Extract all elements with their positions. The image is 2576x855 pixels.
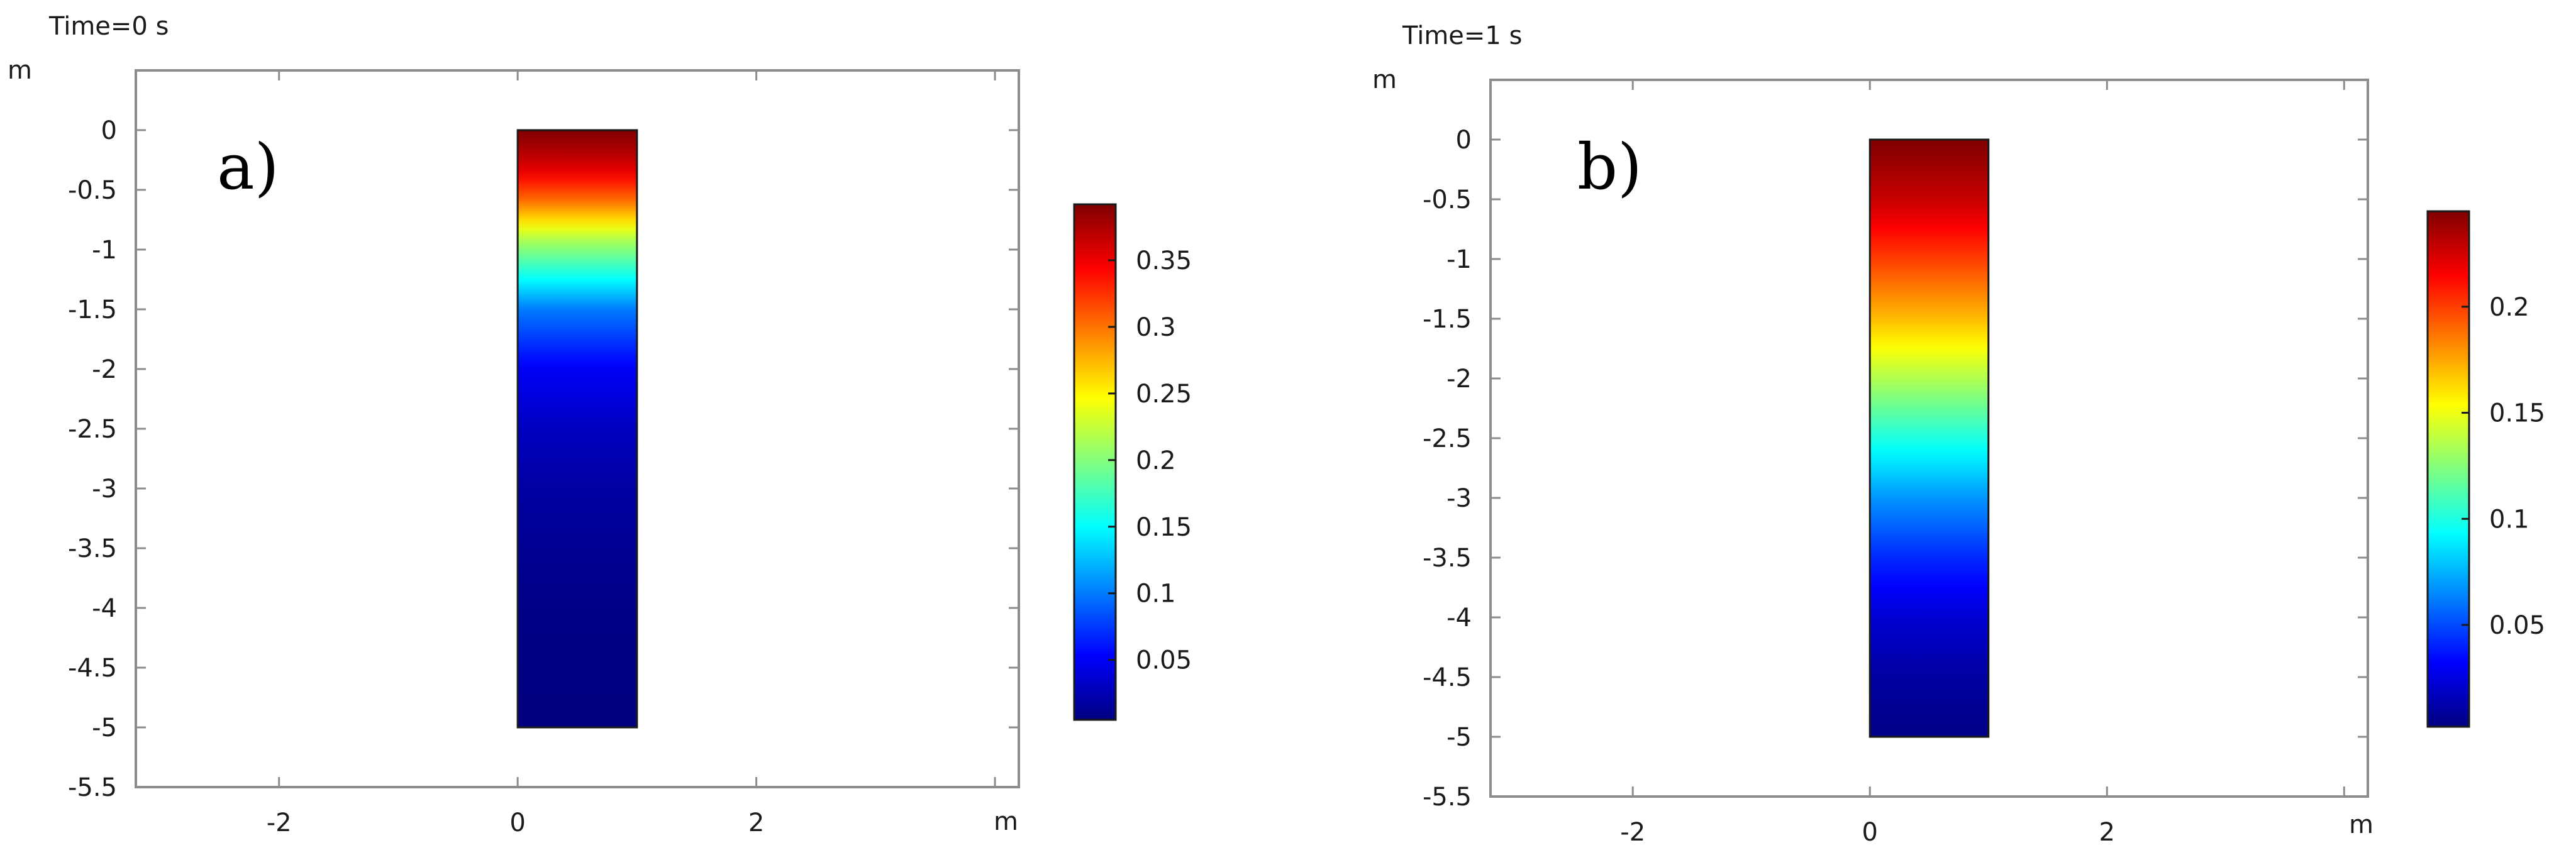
panel-b: Time=1 s m m 0 -0.5 -1 -1.5 -2 -2.5 -3 -3.5 -4 -4…	[1372, 21, 2545, 847]
panel-a: Time=0 s m m 0 -0.5 -1 -1.5 -2 -2.5 -3 -3.5 -4 -4…	[8, 12, 1192, 837]
x-tick-label: -2	[267, 808, 292, 837]
y-tick-label: -1.5	[1423, 305, 1472, 334]
y-tick-label: 0	[101, 116, 117, 145]
y-tick-label: -0.5	[1423, 185, 1472, 214]
panel-a-y-axis: 0 -0.5 -1 -1.5 -2 -2.5 -3 -3.5 -4 -4.5 -5 -5.5	[68, 116, 1019, 802]
panel-b-y-unit: m	[1372, 65, 1397, 94]
x-tick-label: -2	[1620, 818, 1645, 847]
colorbar-tick-label: 0.1	[1136, 580, 1176, 609]
y-tick-label: -5	[1446, 723, 1472, 752]
y-tick-label: 0	[1456, 126, 1472, 155]
y-tick-label: -2	[92, 355, 117, 384]
y-tick-label: -2.5	[68, 415, 117, 444]
y-tick-label: -5	[92, 714, 117, 742]
panel-b-x-unit: m	[2349, 810, 2373, 839]
y-tick-label: -1.5	[68, 295, 117, 324]
panel-b-label: b)	[1577, 130, 1642, 204]
panel-a-domain	[516, 129, 638, 729]
panel-a-y-unit: m	[8, 56, 32, 85]
colorbar-tick-label: 0.3	[1136, 313, 1176, 342]
panel-b-domain	[1868, 138, 1990, 738]
colorbar-tick-label: 0.35	[1136, 246, 1192, 275]
panel-a-x-unit: m	[994, 807, 1018, 836]
y-tick-label: -3.5	[68, 534, 117, 563]
y-tick-label: -0.5	[68, 176, 117, 205]
colorbar-tick-label: 0.05	[1136, 646, 1192, 675]
panel-a-title: Time=0 s	[48, 12, 169, 41]
colorbar-tick-label: 0.15	[1136, 513, 1192, 542]
x-tick-label: 2	[748, 808, 764, 837]
x-tick-label: 2	[2099, 818, 2115, 847]
panel-a-colorbar-ticks: 0.35 0.3 0.25 0.2 0.15 0.1 0.05	[1108, 246, 1192, 675]
colorbar-tick-label: 0.25	[1136, 380, 1192, 409]
colorbar-tick-label: 0.15	[2489, 399, 2545, 428]
panel-b-title: Time=1 s	[1402, 21, 1522, 50]
x-tick-label: 0	[1862, 818, 1878, 847]
colorbar-tick-label: 0.2	[1136, 446, 1176, 475]
x-tick-label: 0	[509, 808, 525, 837]
y-tick-label: -1	[1446, 245, 1472, 274]
y-tick-label: -4	[1446, 604, 1472, 632]
panel-b-x-axis: -2 0 2	[1620, 80, 2345, 847]
y-tick-label: -4.5	[1423, 663, 1472, 692]
y-tick-label: -5.5	[1423, 783, 1472, 812]
panel-a-colorbar	[1073, 203, 1117, 721]
y-tick-label: -5.5	[68, 773, 117, 802]
panel-a-x-axis: -2 0 2	[267, 70, 996, 837]
y-tick-label: -4.5	[68, 654, 117, 683]
colorbar-tick-label: 0.05	[2489, 611, 2545, 640]
panel-b-y-axis: 0 -0.5 -1 -1.5 -2 -2.5 -3 -3.5 -4 -4.5 -5 -5.5	[1423, 126, 2368, 812]
panel-b-colorbar-ticks: 0.2 0.15 0.1 0.05	[2462, 293, 2545, 640]
panel-a-label: a)	[217, 130, 279, 204]
panel-b-colorbar	[2426, 210, 2470, 728]
colorbar-tick-label: 0.2	[2489, 293, 2529, 322]
y-tick-label: -2	[1446, 365, 1472, 394]
y-tick-label: -2.5	[1423, 424, 1472, 453]
y-tick-label: -3.5	[1423, 544, 1472, 573]
y-tick-label: -1	[92, 236, 117, 265]
y-tick-label: -4	[92, 594, 117, 623]
colorbar-tick-label: 0.1	[2489, 505, 2529, 534]
y-tick-label: -3	[92, 475, 117, 504]
y-tick-label: -3	[1446, 484, 1472, 513]
